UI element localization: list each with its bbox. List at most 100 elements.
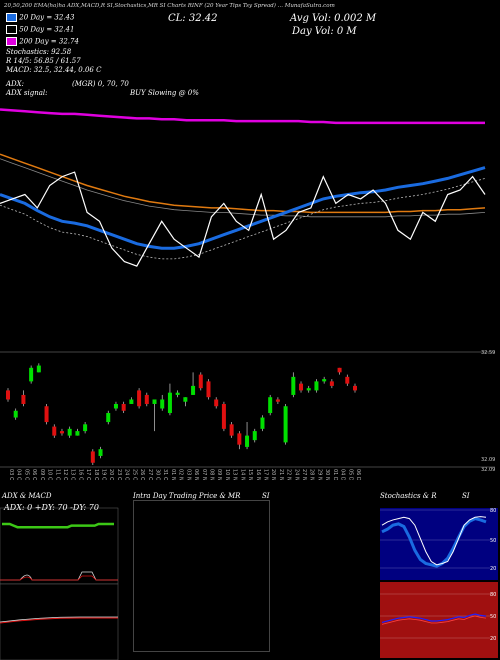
candle-body: [306, 388, 311, 391]
ema50-legend: 50 Day = 32.41: [6, 25, 74, 34]
candle-body: [137, 390, 142, 407]
date-tick-label: 09 Oct: [39, 469, 45, 480]
level-label: 80: [490, 592, 496, 598]
stoch-title: Stochastics & R: [380, 492, 437, 500]
date-tick-label: 17 Oct: [85, 469, 91, 480]
stochastics-value: Stochastics: 92.58: [6, 48, 72, 56]
stochastics-k-line: [381, 516, 487, 566]
date-tick-label: 01 Nov: [170, 469, 176, 480]
candle-body: [345, 376, 350, 384]
candle-body: [229, 424, 234, 436]
candle-body: [21, 394, 26, 404]
candle-body: [36, 365, 41, 373]
date-tick-label: 14 Nov: [239, 469, 245, 480]
candle-body: [214, 399, 219, 407]
stochastics-d-line: [381, 517, 487, 568]
price-axis-label: 32.59: [481, 350, 495, 356]
intraday-panel: [133, 500, 270, 652]
candle-body: [44, 406, 49, 423]
date-tick-label: 04 Oct: [16, 469, 22, 480]
candle-body: [29, 367, 34, 382]
level-label: 20: [490, 636, 496, 642]
candle-body: [283, 406, 288, 443]
candle-body: [191, 385, 196, 395]
candle-body: [329, 381, 334, 386]
date-tick-label: 01 Dec: [332, 469, 338, 480]
ema50-label: 50 Day = 32.41: [19, 25, 75, 34]
date-tick-label: 03 Oct: [8, 469, 14, 480]
candle-body: [314, 381, 319, 391]
candle-body: [13, 410, 18, 418]
candle-body: [275, 399, 280, 402]
candle-body: [353, 385, 357, 391]
candle-body: [59, 431, 64, 434]
candle-body: [90, 451, 95, 463]
adx-frame: [0, 507, 119, 585]
ema50-shadow-line: [0, 158, 486, 218]
date-tick-label: 31 Oct: [162, 469, 168, 480]
date-tick-label: 21 Nov: [278, 469, 284, 480]
date-tick-label: 06 Dec: [355, 469, 361, 480]
level-label: 80: [490, 508, 496, 514]
macd-signal-line: [0, 575, 118, 581]
ema20-swatch-icon: [6, 13, 17, 22]
candle-body: [268, 397, 273, 414]
candle-body: [245, 435, 250, 447]
date-tick-label: 05 Oct: [23, 469, 29, 480]
date-tick-label: 27 Nov: [301, 469, 307, 480]
candle-body: [75, 431, 80, 436]
candle-body: [237, 433, 242, 445]
candle-body: [175, 392, 180, 395]
level-label: 50: [490, 538, 496, 544]
adx-signal-label: ADX signal:: [6, 89, 48, 97]
adx-macd-title: ADX & MACD: [2, 492, 52, 500]
candle-body: [67, 428, 72, 436]
date-tick-label: 10 Nov: [224, 469, 230, 480]
macd-value: MACD: 32.5, 32.44, 0.06 C: [6, 66, 102, 74]
ema50-line: [0, 153, 486, 214]
candle-body: [322, 379, 327, 382]
date-tick-label: 20 Oct: [108, 469, 114, 480]
ema200-legend: 200 Day = 32.74: [6, 37, 79, 46]
candle-body: [160, 399, 165, 409]
date-tick-label: 29 Nov: [316, 469, 322, 480]
stoch-si-label: SI: [462, 492, 470, 500]
date-tick-label: 13 Nov: [232, 469, 238, 480]
ema20-line: [0, 166, 486, 250]
ema20-dotted-line: [0, 178, 486, 260]
avg-vol-label: Avg Vol: 0.002 M: [290, 13, 377, 24]
date-tick-label: 16 Oct: [77, 469, 83, 480]
date-tick-label: 24 Nov: [293, 469, 299, 480]
date-tick-label: 02 Nov: [178, 469, 184, 480]
date-tick-label: 22 Nov: [286, 469, 292, 480]
price-axis-label: 32.09: [481, 457, 495, 463]
rsi-signal-line: [381, 615, 487, 625]
macd-hump-line: [0, 571, 118, 581]
date-tick-label: 26 Oct: [139, 469, 145, 480]
date-tick-label: 23 Oct: [116, 469, 122, 480]
candle-body: [121, 403, 126, 411]
date-tick-label: 12 Oct: [62, 469, 68, 480]
chart-top-line: 20,50,200 EMA(ha)ha ADX,MACD,R SI,Stocha…: [4, 3, 335, 9]
adx-macd-panel: [0, 507, 119, 660]
candle-body: [6, 390, 10, 400]
price-line: [0, 171, 486, 267]
date-tick-label: 27 Oct: [147, 469, 153, 480]
date-tick-label: 20 Nov: [270, 469, 276, 480]
date-tick-label: 17 Nov: [262, 469, 268, 480]
macd-white-line: [0, 616, 118, 623]
date-tick-label: 24 Oct: [124, 469, 130, 480]
date-tick-label: 06 Nov: [193, 469, 199, 480]
stochastics-rsi-panel: 80 50 20 80 50 20: [380, 508, 498, 658]
level-label: 50: [490, 614, 496, 620]
candle-body: [144, 394, 149, 404]
date-tick-label: 11 Oct: [54, 469, 60, 480]
date-tick-label: 03 Nov: [185, 469, 191, 480]
ema50-swatch-icon: [6, 25, 17, 34]
date-tick-label: 18 Oct: [93, 469, 99, 480]
date-tick-label: 05 Dec: [347, 469, 353, 480]
ema20-label: 20 Day = 32.43: [19, 13, 75, 22]
ema200-swatch-icon: [6, 37, 17, 46]
level-label: 20: [490, 566, 496, 572]
candlestick-chart: 03 Oct 04 Oct 05 Oct 06 Oct 09 Oct 10 Oct 11 O…: [0, 350, 495, 480]
